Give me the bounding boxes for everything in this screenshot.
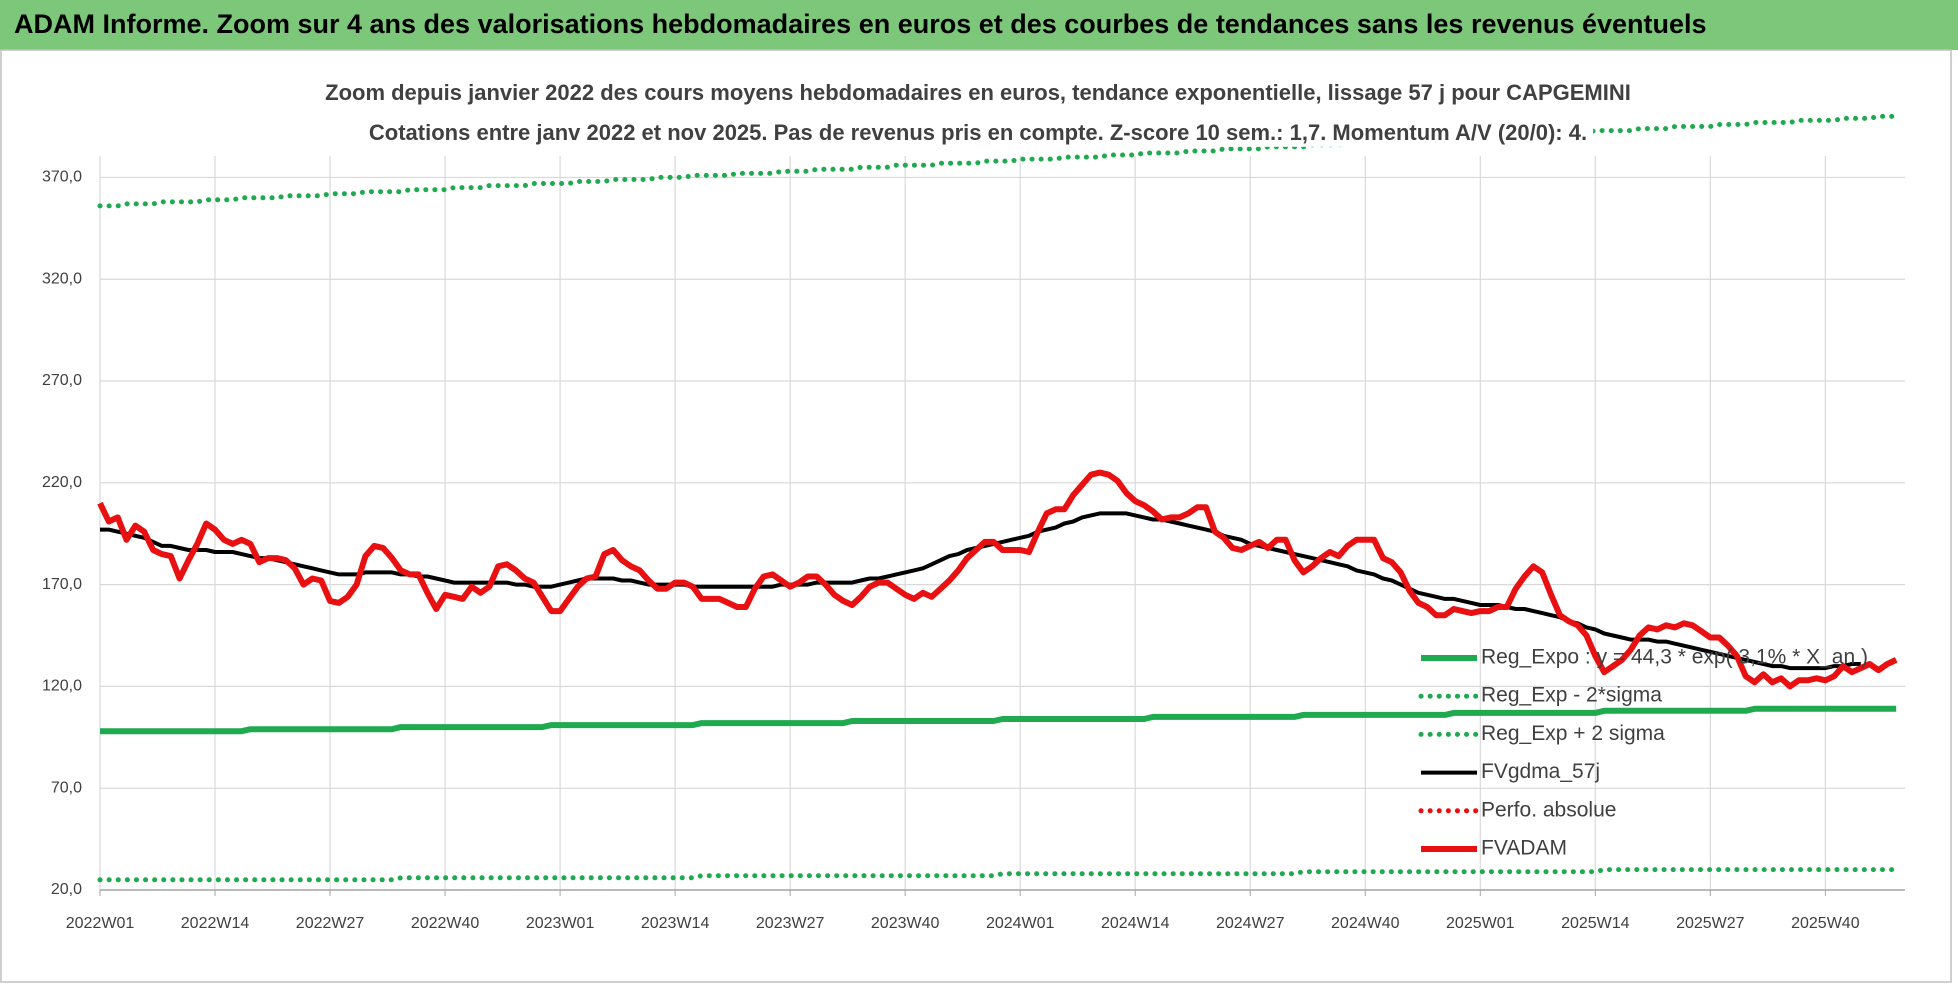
series-line (97, 469, 1898, 690)
header-band (0, 0, 1958, 50)
x-tick-label: 2023W40 (871, 915, 940, 932)
x-tick-label: 2025W27 (1676, 915, 1745, 932)
chart-subtitle: Cotations entre janv 2022 et nov 2025. P… (369, 120, 1587, 145)
x-tick-label: 2023W27 (756, 915, 825, 932)
legend-label: Perfo. absolue (1481, 798, 1616, 821)
series-line (97, 113, 1899, 209)
panel-border (0, 49, 1952, 983)
x-tick-label: 2024W27 (1216, 915, 1285, 932)
chart-title: ADAM Informe. Zoom sur 4 ans des valoris… (14, 9, 1707, 39)
x-tick-label: 2024W40 (1331, 915, 1400, 932)
y-tick-label: 320,0 (42, 270, 82, 287)
subtitle-backing (362, 117, 1594, 147)
x-tick-label: 2023W14 (641, 915, 710, 932)
y-tick-label: 20,0 (51, 881, 82, 898)
chart-subtitle: Zoom depuis janvier 2022 des cours moyen… (325, 80, 1631, 105)
x-tick-label: 2024W01 (986, 915, 1055, 932)
legend-label: Reg_Exp - 2*sigma (1481, 684, 1662, 707)
x-tick-label: 2023W01 (526, 915, 595, 932)
y-tick-label: 120,0 (42, 678, 82, 695)
legend-label: FVADAM (1481, 837, 1567, 860)
y-tick-label: 270,0 (42, 372, 82, 389)
x-tick-label: 2022W14 (181, 915, 250, 932)
x-tick-label: 2025W01 (1446, 915, 1515, 932)
x-tick-label: 2025W14 (1561, 915, 1630, 932)
legend-label: FVgdma_57j (1481, 760, 1600, 783)
x-tick-label: 2024W14 (1101, 915, 1170, 932)
x-tick-label: 2022W01 (66, 915, 135, 932)
y-tick-label: 220,0 (42, 474, 82, 491)
x-tick-label: 2025W40 (1791, 915, 1860, 932)
series-line (100, 705, 1897, 735)
series-line (97, 867, 1899, 883)
legend-label: Reg_Expo : y = 44,3 * exp( 3,1% * X_an ) (1481, 646, 1868, 669)
y-tick-label: 70,0 (51, 779, 82, 796)
subtitle-backing (319, 77, 1637, 107)
y-tick-label: 170,0 (42, 576, 82, 593)
y-tick-label: 370,0 (42, 169, 82, 186)
legend-label: Reg_Exp + 2 sigma (1481, 722, 1665, 745)
x-tick-label: 2022W40 (411, 915, 480, 932)
x-tick-label: 2022W27 (296, 915, 365, 932)
